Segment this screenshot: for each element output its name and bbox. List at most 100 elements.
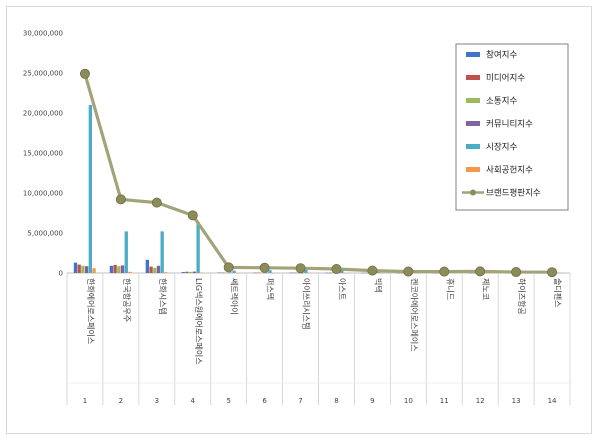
category-label: 빅텍 [373,278,383,293]
line-point [331,263,342,274]
category-label: 한화시스템 [158,278,168,315]
legend-swatch [466,75,480,80]
bar-미디어지수 [77,264,81,273]
bar-커뮤니티지수 [120,265,125,273]
bar-사회공헌지수 [236,272,240,274]
bar-참여지수 [397,272,401,274]
bar-사회공헌지수 [343,272,348,274]
legend-label: 시장지수 [486,142,517,153]
index-label: 2 [119,397,123,405]
bar-미디어지수 [257,272,261,274]
bar-사회공헌지수 [487,272,491,274]
bar-커뮤니티지수 [300,272,304,274]
bar-참여지수 [73,262,78,273]
bar-사회공헌지수 [559,272,563,274]
category-label: 솔디펜스 [553,278,562,307]
bar-소통지수 [153,267,157,273]
bar-미디어지수 [293,272,297,274]
line-series [79,68,558,278]
bar-소통지수 [296,272,301,274]
category-label: 쎄트렉아이 [230,278,240,315]
y-tick-label: 20,000,000 [23,110,63,118]
y-tick-label: 25,000,000 [23,70,63,78]
bar-참여지수 [217,272,221,274]
category-label: 하이즈항공 [517,278,527,315]
index-label: 11 [440,397,449,405]
bar-사회공헌지수 [200,272,204,274]
bar-소통지수 [81,265,85,273]
legend-label: 브랜드평판지수 [486,188,541,199]
bar-시장지수 [196,221,200,273]
category-label: LIG넥스원에어로스페이스 [194,278,204,365]
category-label: 휴니드 [445,278,455,300]
bar-사회공헌지수 [307,272,312,274]
bar-미디어지수 [364,272,369,274]
line-point [547,267,558,278]
index-label: 9 [370,397,374,405]
category-label: 한화에어로스페이스 [86,278,96,344]
index-label: 3 [155,397,159,405]
index-label: 4 [191,397,196,405]
index-label: 8 [334,397,338,405]
index-label: 6 [262,397,267,405]
category-label: 아이쓰리시스템 [302,278,312,330]
y-tick-label: 5,000,000 [27,230,63,238]
legend-marker [470,189,476,196]
bar-커뮤니티지수 [264,272,268,274]
y-tick-label: 30,000,000 [23,30,63,38]
bar-미디어지수 [400,272,405,274]
legend-swatch [466,167,480,172]
line-point [439,266,450,277]
y-axis-ticks: 0 5,000,000 10,000,000 15,000,000 20,000,000… [23,30,63,278]
bar-커뮤니티지수 [84,266,89,273]
bar-소통지수 [260,272,265,274]
line-point [115,194,126,205]
bar-시장지수 [232,270,236,273]
line-point [511,267,522,278]
category-label: 한국항공우주 [122,278,131,322]
bar-커뮤니티지수 [192,271,197,273]
index-label: 5 [226,397,230,405]
bar-참여지수 [145,259,149,273]
bar-참여지수 [253,272,257,274]
bar-미디어지수 [472,272,477,274]
bar-참여지수 [109,265,114,273]
bar-시장지수 [124,231,128,273]
bar-미디어지수 [221,272,225,274]
y-tick-label: 10,000,000 [23,190,63,198]
bar-참여지수 [181,272,185,273]
bar-미디어지수 [149,266,153,273]
y-tick-label: 0 [59,270,63,278]
bar-미디어지수 [185,271,189,273]
bar-참여지수 [469,272,473,274]
bar-커뮤니티지수 [228,272,232,274]
category-labels: 한화에어로스페이스 한국항공우주 한화시스템 LIG넥스원에어로스페이스 쎄트렉아이 퍼스… [86,278,562,365]
category-label: 퍼스텍 [266,278,276,300]
index-label: 12 [476,397,485,405]
bar-시장지수 [555,272,560,274]
category-label: 아스트 [337,278,347,300]
legend-label: 소통지수 [486,97,517,107]
line-브랜드평판지수 [83,73,553,274]
bar-소통지수 [189,271,193,273]
bar-소통지수 [224,272,229,274]
line-point [187,210,198,221]
line-point [295,263,306,274]
bar-시장지수 [88,105,92,273]
index-label: 14 [548,397,557,405]
bar-사회공헌지수 [92,268,96,273]
index-label: 13 [512,397,521,405]
bar-참여지수 [361,272,365,274]
bar-시장지수 [304,269,308,273]
bar-사회공헌지수 [128,271,132,273]
index-labels: 1 2 3 4 5 6 7 8 9 10 11 12 13 14 [83,397,557,405]
line-point [223,262,234,273]
line-point [403,266,414,277]
legend-box [455,43,569,211]
bar-참여지수 [325,272,329,274]
legend-swatch [466,98,480,103]
legend-label: 커뮤니티지수 [486,119,533,130]
bar-시장지수 [160,231,164,273]
index-label: 7 [298,397,302,405]
